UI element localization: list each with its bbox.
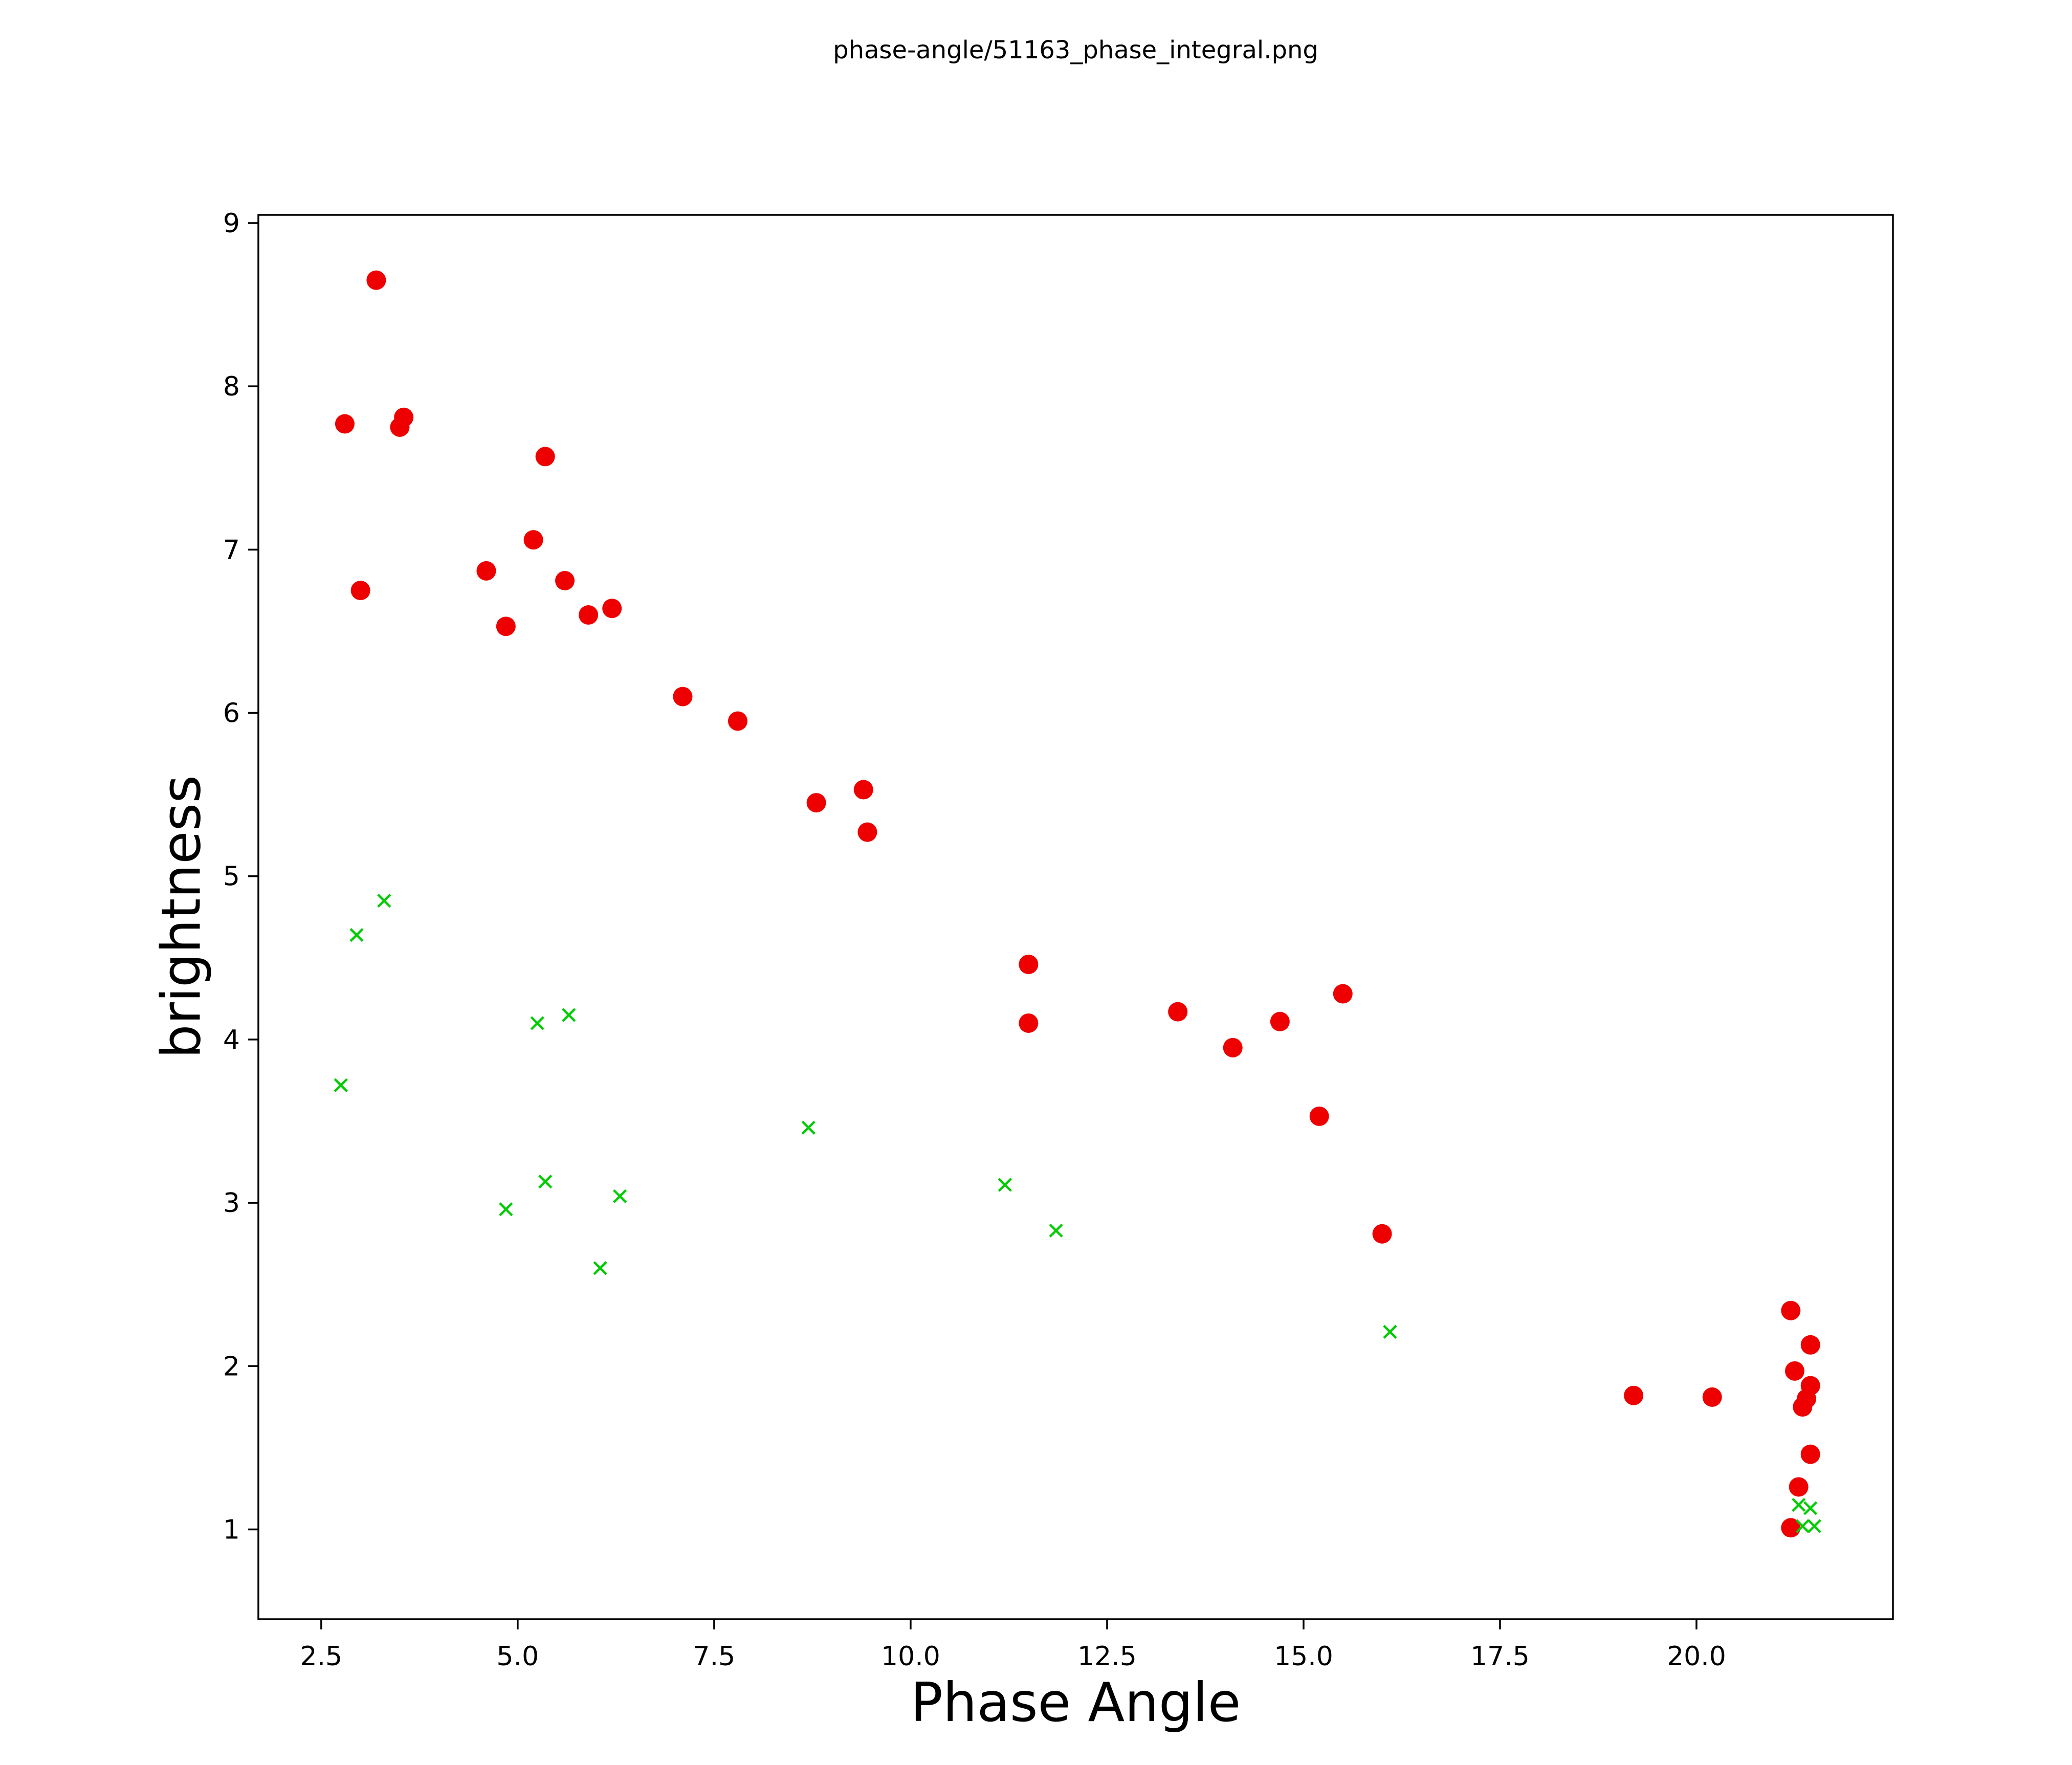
- scatter-point-x: [538, 1174, 553, 1189]
- y-tick-label: 6: [223, 698, 240, 729]
- scatter-point-x: [998, 1178, 1012, 1192]
- scatter-point-circle: [350, 581, 370, 601]
- scatter-point-circle: [1702, 1387, 1722, 1407]
- scatter-point-x: [1795, 1519, 1810, 1533]
- scatter-point-circle: [1781, 1518, 1801, 1538]
- chart-title: phase-angle/51163_phase_integral.png: [833, 36, 1318, 64]
- scatter-point-circle: [602, 599, 622, 619]
- y-tick-label: 3: [223, 1188, 240, 1219]
- scatter-point-circle: [555, 570, 575, 590]
- scatter-point-circle: [1019, 1013, 1039, 1033]
- scatter-point-circle: [366, 270, 386, 290]
- x-tick-label: 5.0: [497, 1641, 539, 1672]
- scatter-point-x: [530, 1016, 544, 1030]
- scatter-point-circle: [857, 822, 877, 842]
- scatter-point-x: [334, 1078, 348, 1092]
- scatter-point-circle: [1800, 1335, 1820, 1355]
- scatter-point-x: [377, 893, 391, 908]
- scatter-point-x: [593, 1261, 607, 1275]
- scatter-point-x: [1049, 1223, 1063, 1238]
- x-tick-label: 15.0: [1274, 1641, 1333, 1672]
- scatter-point-circle: [1800, 1444, 1820, 1464]
- y-tick-label: 1: [223, 1514, 240, 1545]
- scatter-point-circle: [579, 605, 599, 625]
- scatter-point-x: [1807, 1519, 1821, 1533]
- scatter-point-circle: [1793, 1397, 1813, 1417]
- x-tick-label: 7.5: [693, 1641, 736, 1672]
- scatter-point-x: [801, 1120, 815, 1135]
- scatter-point-circle: [1223, 1038, 1243, 1057]
- y-tick-label: 5: [223, 862, 240, 892]
- scatter-point-x: [499, 1202, 513, 1217]
- plot-border: [257, 214, 1894, 1620]
- x-tick-label: 20.0: [1667, 1641, 1726, 1672]
- scatter-point-circle: [523, 530, 543, 550]
- scatter-point-circle: [535, 447, 555, 467]
- scatter-point-circle: [728, 711, 747, 731]
- scatter-point-circle: [496, 616, 516, 636]
- scatter-point-circle: [1372, 1224, 1392, 1244]
- y-tick-label: 7: [223, 535, 240, 565]
- scatter-point-circle: [1789, 1477, 1809, 1497]
- x-tick-label: 17.5: [1470, 1641, 1530, 1672]
- scatter-point-circle: [1270, 1011, 1290, 1031]
- y-tick-label: 2: [223, 1351, 240, 1382]
- scatter-point-x: [562, 1008, 576, 1022]
- scatter-point-circle: [394, 407, 414, 427]
- scatter-point-circle: [335, 414, 355, 434]
- x-tick-label: 12.5: [1077, 1641, 1137, 1672]
- scatter-point-x: [612, 1189, 627, 1203]
- scatter-point-circle: [1309, 1106, 1329, 1126]
- scatter-point-x: [349, 928, 364, 942]
- scatter-point-circle: [1624, 1385, 1644, 1405]
- scatter-point-circle: [673, 687, 693, 707]
- x-axis-label: Phase Angle: [910, 1671, 1241, 1734]
- scatter-point-circle: [1781, 1300, 1801, 1320]
- x-tick-label: 2.5: [300, 1641, 343, 1672]
- scatter-point-circle: [1168, 1002, 1188, 1022]
- scatter-point-x: [1792, 1497, 1806, 1512]
- scatter-point-x: [1803, 1501, 1818, 1515]
- scatter-point-circle: [806, 793, 826, 813]
- y-tick-label: 8: [223, 371, 240, 402]
- y-tick-label: 9: [223, 208, 240, 239]
- scatter-point-circle: [1019, 955, 1039, 975]
- scatter-point-circle: [476, 561, 496, 581]
- x-tick-label: 10.0: [881, 1641, 940, 1672]
- scatter-point-circle: [1784, 1361, 1804, 1381]
- scatter-point-circle: [1333, 984, 1353, 1004]
- y-tick-label: 4: [223, 1025, 240, 1055]
- scatter-point-circle: [853, 780, 873, 800]
- scatter-point-x: [1383, 1325, 1397, 1339]
